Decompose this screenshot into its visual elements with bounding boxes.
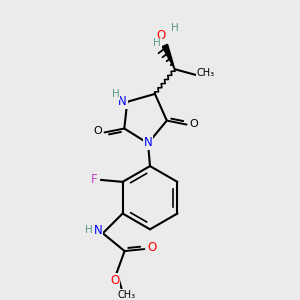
- Text: F: F: [91, 173, 97, 186]
- Text: H: H: [112, 89, 119, 99]
- Text: CH₃: CH₃: [118, 290, 136, 300]
- Text: H: H: [85, 225, 93, 235]
- Text: H: H: [112, 89, 119, 99]
- Polygon shape: [162, 44, 175, 69]
- Text: N: N: [94, 224, 102, 237]
- Text: N: N: [118, 95, 127, 108]
- Text: O: O: [189, 118, 198, 129]
- Text: CH₃: CH₃: [196, 68, 214, 78]
- Text: O: O: [93, 127, 102, 136]
- Text: O: O: [148, 241, 157, 254]
- Text: N: N: [144, 136, 152, 149]
- Text: H: H: [171, 23, 178, 33]
- Text: O: O: [110, 274, 119, 287]
- Text: H: H: [153, 38, 161, 49]
- Text: O: O: [156, 29, 166, 42]
